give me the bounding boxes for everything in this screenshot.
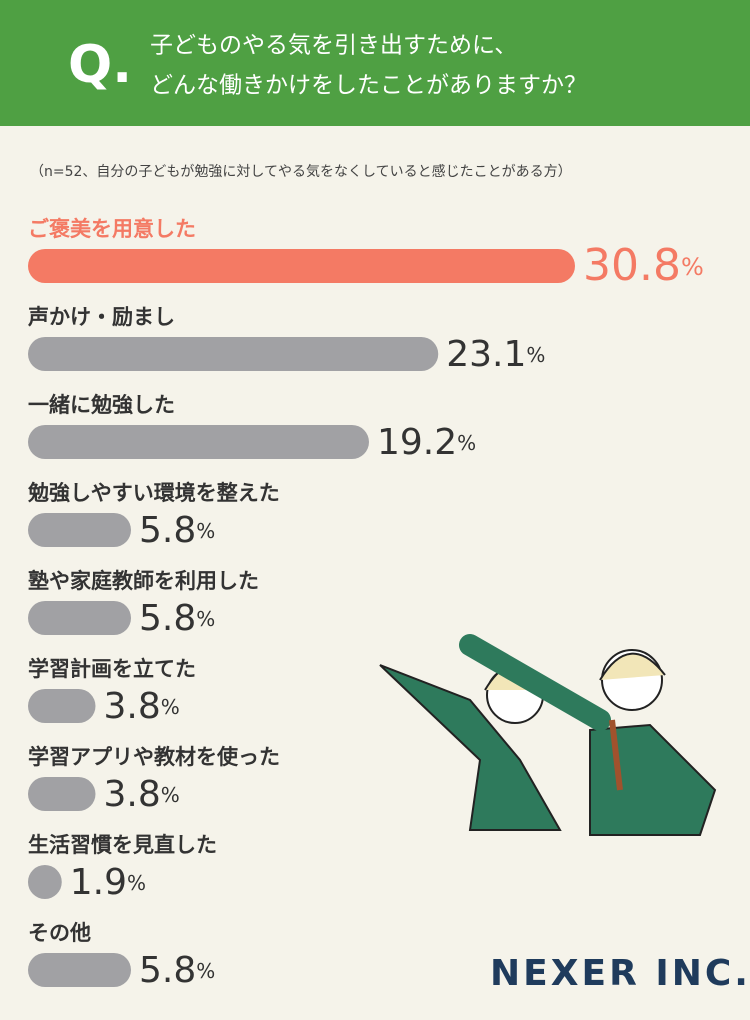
bar [28,689,96,723]
category-label: 勉強しやすい環境を整えた [27,481,280,505]
header-band [0,0,750,126]
category-label: その他 [28,921,91,945]
value-label: 3.8% [103,774,179,815]
value-label: 5.8% [139,510,215,551]
value-label: 5.8% [139,950,215,991]
category-label: 学習アプリや教材を使った [28,745,280,769]
category-label: 学習計画を立てた [28,657,196,681]
category-label: 塾や家庭教師を利用した [28,569,259,593]
value-label: 30.8% [583,240,704,291]
bar [28,777,96,811]
value-label: 5.8% [139,598,215,639]
category-label: 一緒に勉強した [28,393,175,417]
logo: NEXER INC. [490,953,750,994]
illustration [379,634,717,836]
title-line: 子どものやる気を引き出すために、 [150,33,517,59]
value-label: 1.9% [70,862,146,903]
category-label: ご褒美を用意した [28,217,196,241]
bar [28,513,132,547]
subtitle: （n=52、自分の子どもが勉強に対してやる気をなくしていると感じたことがある方） [30,163,572,180]
bar [28,249,575,283]
bar [28,425,369,459]
title-line: どんな働きかけをしたことがありますか？ [150,73,587,99]
value-label: 23.1% [446,334,545,375]
value-label: 3.8% [103,686,179,727]
category-label: 生活習慣を見直した [28,833,217,857]
bar [28,953,132,987]
question-mark: Q. [68,35,132,95]
value-label: 19.2% [377,422,476,463]
bar [28,337,439,371]
bar [28,865,62,899]
category-label: 声かけ・励まし [27,305,175,329]
bar [28,601,132,635]
